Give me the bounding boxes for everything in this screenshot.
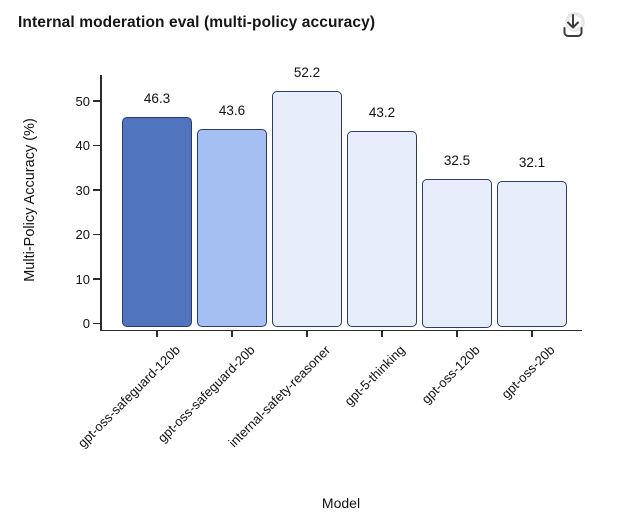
bar-value-label: 43.2	[368, 105, 396, 121]
openai-watermark-icon	[565, 12, 585, 32]
x-tick-mark	[381, 330, 383, 337]
x-tick-mark	[531, 330, 533, 337]
bar	[347, 131, 417, 328]
bar	[497, 180, 567, 328]
bar-value-label: 46.3	[143, 91, 171, 107]
x-tick-mark	[156, 330, 158, 337]
bar	[272, 91, 342, 328]
bar	[197, 129, 267, 328]
y-tick-label: 40	[75, 138, 90, 153]
y-tick-label: 20	[75, 227, 90, 242]
download-icon	[563, 12, 585, 37]
y-tick-mark	[93, 278, 100, 280]
y-tick-label: 0	[82, 316, 90, 331]
download-button[interactable]	[554, 7, 592, 43]
bar-value-label: 52.2	[293, 65, 321, 81]
x-tick-label: gpt-5-thinking	[341, 342, 408, 409]
x-tick-label: gpt-oss-20b	[498, 342, 558, 402]
x-tick-mark	[456, 330, 458, 337]
y-axis-title: Multi-Policy Accuracy (%)	[22, 118, 38, 282]
y-axis-line	[100, 75, 102, 331]
x-tick-mark	[231, 330, 233, 337]
bar	[422, 178, 492, 328]
y-tick-mark	[93, 233, 100, 236]
x-axis-title: Model	[321, 495, 361, 511]
y-tick-mark	[93, 189, 100, 191]
x-tick-label: gpt-oss-120b	[418, 342, 483, 407]
y-tick-label: 10	[75, 271, 90, 287]
y-tick-label: 50	[75, 93, 90, 109]
bar-value-label: 32.1	[518, 154, 546, 170]
chart-title: Internal moderation eval (multi-policy a…	[18, 14, 376, 31]
bar-value-label: 32.5	[443, 152, 471, 168]
y-tick-mark	[93, 322, 100, 325]
bar	[122, 117, 192, 328]
x-axis-line	[100, 329, 582, 332]
y-tick-mark	[93, 144, 100, 147]
y-tick-mark	[93, 100, 100, 102]
x-tick-mark	[306, 330, 308, 337]
bar-value-label: 43.6	[218, 103, 246, 119]
y-tick-label: 30	[75, 182, 90, 198]
